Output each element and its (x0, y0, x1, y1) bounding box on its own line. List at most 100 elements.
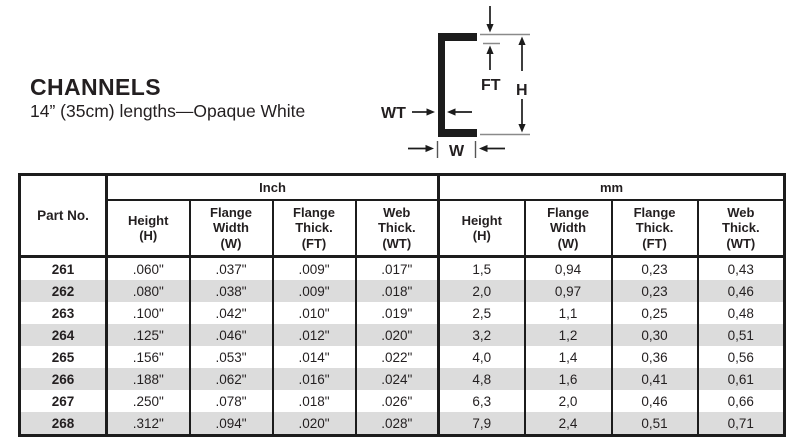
value-cell: .010" (272, 302, 357, 324)
col-header-inch-flange-thick: Flange Thick. (FT) (272, 200, 357, 258)
table-body: 261.060" .037" .009" .017" 1,5 0,94 0,23 0,43 26… (19, 256, 785, 436)
value-cell: .028" (355, 412, 441, 436)
value-cell: 2,4 (524, 412, 613, 436)
page-title: CHANNELS (30, 74, 161, 100)
table-row: 267.250" .078" .018" .026" 6,3 2,0 0,46 0,66 (19, 390, 785, 412)
value-cell: .016" (272, 368, 357, 390)
dimension-arrows (408, 6, 526, 153)
part-number-cell: 263 (19, 302, 108, 324)
section-header-inch: Inch (106, 174, 441, 201)
col-header-inch-flange-width: Flange Width (W) (189, 200, 274, 258)
value-cell: .009" (272, 256, 357, 280)
part-number-cell: 265 (19, 346, 108, 368)
table-row: 263.100" .042" .010" .019" 2,5 1,1 0,25 0,48 (19, 302, 785, 324)
value-cell: .078" (189, 390, 274, 412)
part-number-cell: 267 (19, 390, 108, 412)
col-header-mm-height: Height (H) (438, 200, 526, 258)
value-cell: 4,8 (438, 368, 526, 390)
channel-profile-shape (438, 33, 477, 137)
value-cell: 0,30 (611, 324, 699, 346)
section-header-mm: mm (438, 174, 785, 201)
col-header-mm-flange-thick: Flange Thick. (FT) (611, 200, 699, 258)
value-cell: .037" (189, 256, 274, 280)
w-label: W (449, 143, 465, 160)
ft-label: FT (481, 77, 501, 94)
h-label: H (516, 82, 528, 99)
value-cell: 7,9 (438, 412, 526, 436)
value-cell: 0,94 (524, 256, 613, 280)
value-cell: .014" (272, 346, 357, 368)
value-cell: 1,1 (524, 302, 613, 324)
title-block: CHANNELS 14” (35cm) lengths—Opaque White (30, 74, 305, 121)
value-cell: .312" (106, 412, 191, 436)
value-cell: 0,43 (727, 261, 754, 277)
col-header-inch-height: Height (H) (106, 200, 191, 258)
col-header-inch-web-thick: Web Thick. (WT) (355, 200, 441, 258)
table-row: 261.060" .037" .009" .017" 1,5 0,94 0,23 0,43 (19, 256, 785, 280)
value-cell: 0,46 (611, 390, 699, 412)
value-cell: 1,6 (524, 368, 613, 390)
extension-lines (436, 33, 530, 158)
value-cell: 0,71 (727, 415, 754, 431)
col-header-part-no: Part No. (19, 174, 108, 258)
table-row: 266.188" .062" .016" .024" 4,8 1,6 0,41 0,61 (19, 368, 785, 390)
value-cell: .026" (355, 390, 441, 412)
table-row: 265.156" .053" .014" .022" 4,0 1,4 0,36 0,56 (19, 346, 785, 368)
value-cell: .024" (355, 368, 441, 390)
value-cell: 0,25 (611, 302, 699, 324)
value-cell: .020" (355, 324, 441, 346)
value-cell: 6,3 (438, 390, 526, 412)
value-cell: 3,2 (438, 324, 526, 346)
value-cell: 2,0 (524, 390, 613, 412)
part-number-cell: 262 (19, 280, 108, 302)
value-cell: .062" (189, 368, 274, 390)
value-cell: 2,5 (438, 302, 526, 324)
value-cell: .100" (106, 302, 191, 324)
value-cell: 0,48 (727, 305, 754, 321)
col-header-mm-flange-width: Flange Width (W) (524, 200, 613, 258)
value-cell: 0,61 (727, 371, 754, 387)
value-cell: .018" (355, 280, 441, 302)
col-header-mm-web-thick: Web Thick. (WT) (697, 200, 785, 258)
value-cell: 4,0 (438, 346, 526, 368)
sub-header-row: Height (H) Flange Width (W) Flange Thick… (20, 200, 785, 258)
table-row: 262.080" .038" .009" .018" 2,0 0,97 0,23 0,46 (19, 280, 785, 302)
value-cell: .080" (106, 280, 191, 302)
value-cell: .094" (189, 412, 274, 436)
wt-label: WT (381, 105, 406, 122)
value-cell: 0,51 (611, 412, 699, 436)
value-cell: .060" (106, 256, 191, 280)
value-cell: .017" (355, 256, 441, 280)
value-cell: .046" (189, 324, 274, 346)
section-header-row: Part No. Inch mm (19, 174, 785, 258)
value-cell: .042" (189, 302, 274, 324)
value-cell: 1,2 (524, 324, 613, 346)
value-cell: 0,51 (727, 327, 754, 343)
value-cell: 0,36 (611, 346, 699, 368)
value-cell: 0,46 (727, 283, 754, 299)
value-cell: 0,23 (611, 256, 699, 280)
value-cell: .125" (106, 324, 191, 346)
value-cell: 2,0 (438, 280, 526, 302)
value-cell: .250" (106, 390, 191, 412)
value-cell: 0,41 (611, 368, 699, 390)
page-subtitle: 14” (35cm) lengths—Opaque White (30, 101, 306, 121)
channel-spec-table: Part No. Inch mm Height (H) Flange Width… (18, 173, 787, 437)
value-cell: 1,5 (438, 256, 526, 280)
table-row: 268.312" .094" .020" .028" 7,9 2,4 0,51 0,71 (19, 412, 785, 436)
value-cell: 0,23 (611, 280, 699, 302)
value-cell: 1,4 (524, 346, 613, 368)
value-cell: 0,56 (727, 349, 754, 365)
value-cell: .022" (355, 346, 441, 368)
value-cell: .009" (272, 280, 357, 302)
value-cell: .019" (355, 302, 441, 324)
part-number-cell: 266 (19, 368, 108, 390)
channel-dimension-diagram: WT FT H W (381, 6, 530, 160)
value-cell: .156" (106, 346, 191, 368)
value-cell: .018" (272, 390, 357, 412)
part-number-cell: 268 (19, 412, 108, 436)
value-cell: .188" (106, 368, 191, 390)
value-cell: .012" (272, 324, 357, 346)
part-number-cell: 264 (19, 324, 108, 346)
